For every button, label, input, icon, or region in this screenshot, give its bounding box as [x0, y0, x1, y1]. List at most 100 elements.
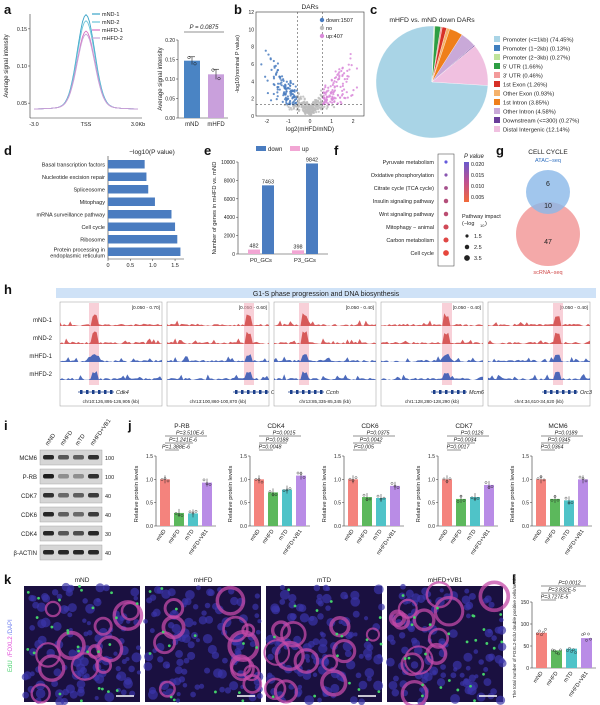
- k-nucleus-dot: [476, 692, 486, 702]
- k-nucleus-dot: [288, 594, 297, 603]
- b-point: [291, 103, 295, 106]
- k-follicle-ring: [70, 652, 100, 681]
- k-nucleus-dot: [308, 640, 315, 648]
- j-bar: [174, 512, 184, 526]
- h-locus-frame: [273, 301, 377, 407]
- h-gene-exon: [457, 390, 460, 394]
- k-edu-dot: [340, 634, 344, 638]
- k-nucleus-dot: [466, 613, 471, 619]
- j-pvalue: P=0.0017: [447, 445, 471, 451]
- l-pvalue: P=3.727E-5: [541, 595, 569, 601]
- k-nucleus-dot: [483, 678, 492, 686]
- k-nucleus-dot: [436, 678, 446, 687]
- g-set-a-label: ATAC−seq: [535, 158, 561, 164]
- k-nucleus-dot: [86, 621, 91, 626]
- k-nucleus-dot: [459, 672, 465, 678]
- b-point: [324, 86, 327, 89]
- k-nucleus-dot: [483, 667, 489, 672]
- c-legend-label: 1st Exon (1.26%): [503, 83, 548, 89]
- k-image-label: mND: [75, 577, 90, 584]
- j-xtick-label: mTD: [184, 529, 196, 542]
- k-nucleus-dot: [176, 658, 184, 667]
- k-nucleus-dot: [149, 628, 155, 634]
- j-point: [578, 475, 582, 479]
- b-point: [318, 106, 321, 109]
- e-bar-value-label: 7463: [262, 179, 274, 185]
- c-legend-swatch: [494, 36, 500, 42]
- b-point: [291, 97, 294, 100]
- j-xtick-label: mTD: [466, 529, 478, 542]
- j-point: [282, 489, 286, 492]
- k-nucleus-dot: [198, 616, 208, 625]
- k-nucleus-dot: [353, 632, 358, 637]
- k-nucleus-dot: [128, 665, 135, 673]
- b-point: [291, 93, 295, 96]
- k-nucleus-dot: [28, 594, 35, 602]
- k-edu-dot: [255, 646, 259, 649]
- b-point: [295, 101, 298, 104]
- b-point: [292, 106, 296, 110]
- k-nucleus-dot: [165, 663, 170, 669]
- b-point: [304, 107, 307, 110]
- b-point: [285, 90, 288, 93]
- h-track-signal: [274, 371, 376, 380]
- f-size-title-sub: (−log: [462, 221, 474, 227]
- b-point: [331, 89, 334, 92]
- k-nucleus-dot: [279, 589, 290, 600]
- j-point: [581, 477, 585, 480]
- k-edu-dot: [428, 623, 432, 627]
- k-follicle-ring: [270, 620, 292, 641]
- h-gene-name: Ccnh: [326, 390, 339, 396]
- b-point: [306, 101, 309, 104]
- k-nucleus-dot: [151, 611, 158, 618]
- k-nucleus-dot: [56, 593, 63, 600]
- k-edu-dot: [447, 679, 451, 682]
- k-edu-dot: [424, 652, 427, 656]
- k-nucleus-dot: [125, 656, 130, 662]
- j-xtick-label: mND: [156, 529, 168, 543]
- g-only-b-count: 47: [544, 239, 552, 246]
- k-edu-dot: [357, 688, 361, 691]
- b-plot-frame: [255, 11, 365, 117]
- k-stain-label-foxl2: /FOXL2: [8, 636, 14, 657]
- k-edu-dot: [378, 616, 382, 619]
- k-nucleus-dot: [313, 584, 321, 592]
- k-nucleus-dot: [450, 672, 457, 679]
- b-point: [302, 105, 305, 108]
- i-band: [88, 493, 99, 498]
- k-nucleus-dot: [303, 653, 310, 660]
- k-edu-dot: [58, 692, 62, 696]
- b-point: [339, 96, 342, 99]
- h-track-signal: [274, 313, 376, 326]
- b-point: [333, 96, 336, 99]
- i-band: [43, 550, 54, 555]
- h-gene-exon: [433, 390, 436, 394]
- k-nucleus-dot: [199, 683, 205, 689]
- b-ytick-label: 12: [248, 10, 254, 16]
- j-pvalue: P=0.005: [354, 445, 374, 451]
- b-point: [340, 94, 344, 97]
- j-bar: [296, 475, 306, 526]
- h-gene-exon: [265, 390, 268, 394]
- b-point: [299, 102, 302, 105]
- h-gene-exon: [259, 390, 262, 394]
- j-point: [570, 501, 574, 504]
- j-pvalue: P=0.0375: [367, 431, 390, 437]
- k-nucleus-dot: [120, 689, 127, 696]
- i-kda-label: 100: [105, 475, 114, 481]
- k-edu-dot: [35, 616, 39, 619]
- b-point: [282, 79, 285, 82]
- b-point: [317, 107, 320, 111]
- j-bar: [578, 479, 588, 526]
- panel-letter-k: k: [4, 572, 12, 587]
- k-follicle-ring: [35, 642, 61, 668]
- i-kda-label: 30: [105, 532, 111, 538]
- k-nucleus-dot: [228, 588, 235, 595]
- a-legend-label: mHFD-2: [102, 36, 123, 42]
- k-follicle-ring: [293, 648, 320, 674]
- l-point: [544, 627, 547, 631]
- j-point: [470, 496, 474, 500]
- b-point: [350, 94, 353, 97]
- b-point: [314, 102, 317, 105]
- d-xtick-label: 1.5: [171, 263, 179, 269]
